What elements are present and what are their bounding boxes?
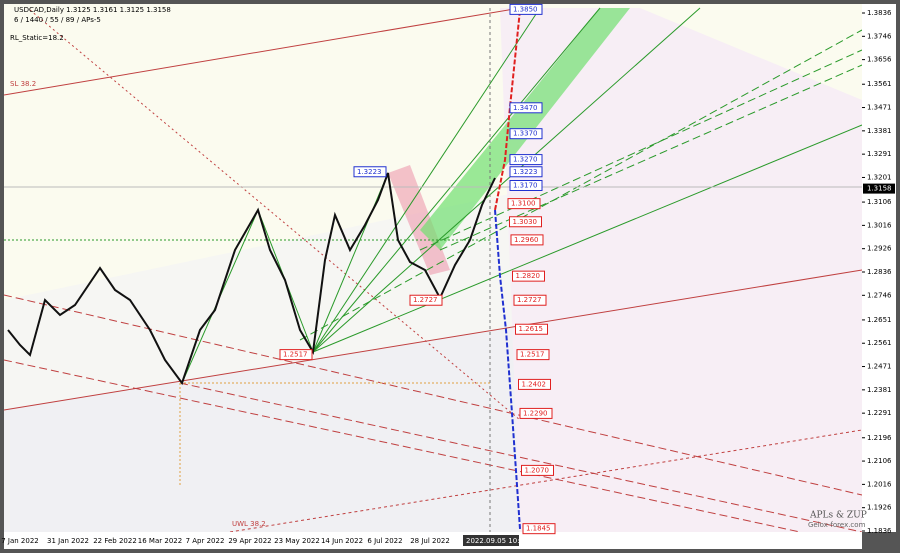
cursor-date-box [463, 535, 519, 546]
cursor-date: 2022.09.05 10:09 [466, 537, 528, 545]
red-level-box [512, 270, 545, 282]
red-level-box [409, 294, 443, 306]
blue-level-box [509, 179, 543, 191]
red-zup [494, 9, 521, 211]
blue-level-box [353, 166, 387, 178]
date-label: 23 May 2022 [274, 537, 320, 545]
price-tick-label: 1.2196 [867, 434, 892, 442]
red-level-box [513, 294, 547, 306]
red-level-box [510, 234, 544, 246]
price-tick-label: 1.2471 [867, 363, 892, 371]
blue-zup [494, 209, 521, 530]
red-level: 1.2517 [520, 351, 545, 359]
current-price-box [863, 183, 895, 194]
red-level-box [522, 523, 556, 535]
red-level-box [516, 349, 550, 361]
date-label: 31 Jan 2022 [47, 537, 89, 545]
price-tick-label: 1.3381 [867, 127, 892, 135]
site: Gelox-forex.com [808, 521, 866, 529]
red-level: 1.2290 [523, 409, 548, 417]
red-level-box [518, 378, 551, 390]
price-tick-label: 1.3471 [867, 104, 892, 112]
sl-label: SL 38.2 [10, 80, 36, 88]
red-level: 1.2615 [519, 325, 544, 333]
price-tick-label: 1.3201 [867, 173, 892, 181]
price-tick-label: 1.2926 [867, 245, 892, 253]
blue-level: 1.3370 [513, 130, 538, 138]
blue-level: 1.3270 [513, 156, 538, 164]
pink-channel [388, 165, 450, 275]
blue-level-box [509, 3, 543, 15]
blue-level: 1.3223 [357, 168, 382, 176]
date-label: 6 Jul 2022 [367, 537, 402, 545]
price-axis-bg [862, 4, 896, 532]
price-tick-label: 1.3746 [867, 32, 892, 40]
time-axis-bg [4, 532, 862, 549]
red-level: 1.2070 [525, 466, 550, 474]
red-level: 1.2727 [517, 296, 542, 304]
blue-level-box [509, 102, 543, 114]
pitchfork-zone [500, 8, 862, 532]
blue-level: 1.3470 [513, 104, 538, 112]
red-level: 1.3100 [511, 200, 536, 208]
red-level-box [521, 464, 554, 476]
blue-level-box [509, 166, 543, 178]
date-label: 28 Jul 2022 [410, 537, 450, 545]
date-label: 22 Feb 2022 [93, 537, 137, 545]
price-tick-label: 1.2746 [867, 291, 892, 299]
price-tick-label: 1.2016 [867, 480, 892, 488]
price-path [7, 172, 496, 386]
price-tick-label: 1.1836 [867, 527, 892, 535]
red-level: 1.3030 [513, 218, 538, 226]
date-label: 7 Jan 2022 [1, 537, 39, 545]
price-tick-label: 1.3561 [867, 80, 892, 88]
date-label: 14 Jun 2022 [321, 537, 363, 545]
red-level-box [279, 349, 313, 361]
blue-level: 1.3223 [513, 168, 538, 176]
price-tick-label: 1.3291 [867, 150, 892, 158]
price-tick-label: 1.2561 [867, 339, 892, 347]
price-tick-label: 1.2836 [867, 268, 892, 276]
header-symbol: USDCAD,Daily 1.3125 1.3161 1.3125 1.3158 [14, 6, 171, 14]
brand: APLs & ZUP [809, 511, 867, 521]
red-level: 1.2960 [514, 236, 539, 244]
current-price-label: 1.3158 [867, 185, 892, 193]
header-settings: 6 / 1440 / 55 / 89 / APs-5 [14, 16, 101, 24]
red-lines [3, 7, 863, 533]
date-label: 29 Apr 2022 [228, 537, 271, 545]
price-tick-label: 1.3836 [867, 9, 892, 17]
indicator-label: RL_Static=18.2 [10, 34, 64, 42]
blue-level: 1.3850 [513, 5, 538, 13]
price-tick-label: 1.2381 [867, 386, 892, 394]
price-tick-label: 1.3656 [867, 56, 892, 64]
price-tick-label: 1.2651 [867, 316, 892, 324]
red-level-box [507, 198, 541, 210]
blue-level-box [509, 128, 543, 140]
blue-level-box [509, 154, 543, 166]
red-level: 1.2517 [283, 351, 308, 359]
date-label: 16 Mar 2022 [138, 537, 182, 545]
red-level: 1.2402 [522, 380, 547, 388]
price-tick-label: 1.2291 [867, 409, 892, 417]
red-level: 1.2820 [516, 272, 541, 280]
price-tick-label: 1.3106 [867, 198, 892, 206]
price-tick-label: 1.3016 [867, 221, 892, 229]
red-level-box [515, 323, 548, 335]
blue-level: 1.3170 [513, 181, 538, 189]
red-level: 1.1845 [526, 525, 551, 533]
red-level-box [519, 407, 553, 419]
uwl-label: UWL 38.2 [232, 520, 266, 528]
price-tick-label: 1.2106 [867, 457, 892, 465]
red-level: 1.2727 [413, 296, 438, 304]
date-label: 7 Apr 2022 [186, 537, 225, 545]
red-level-box [509, 216, 542, 228]
price-tick-label: 1.1926 [867, 504, 892, 512]
